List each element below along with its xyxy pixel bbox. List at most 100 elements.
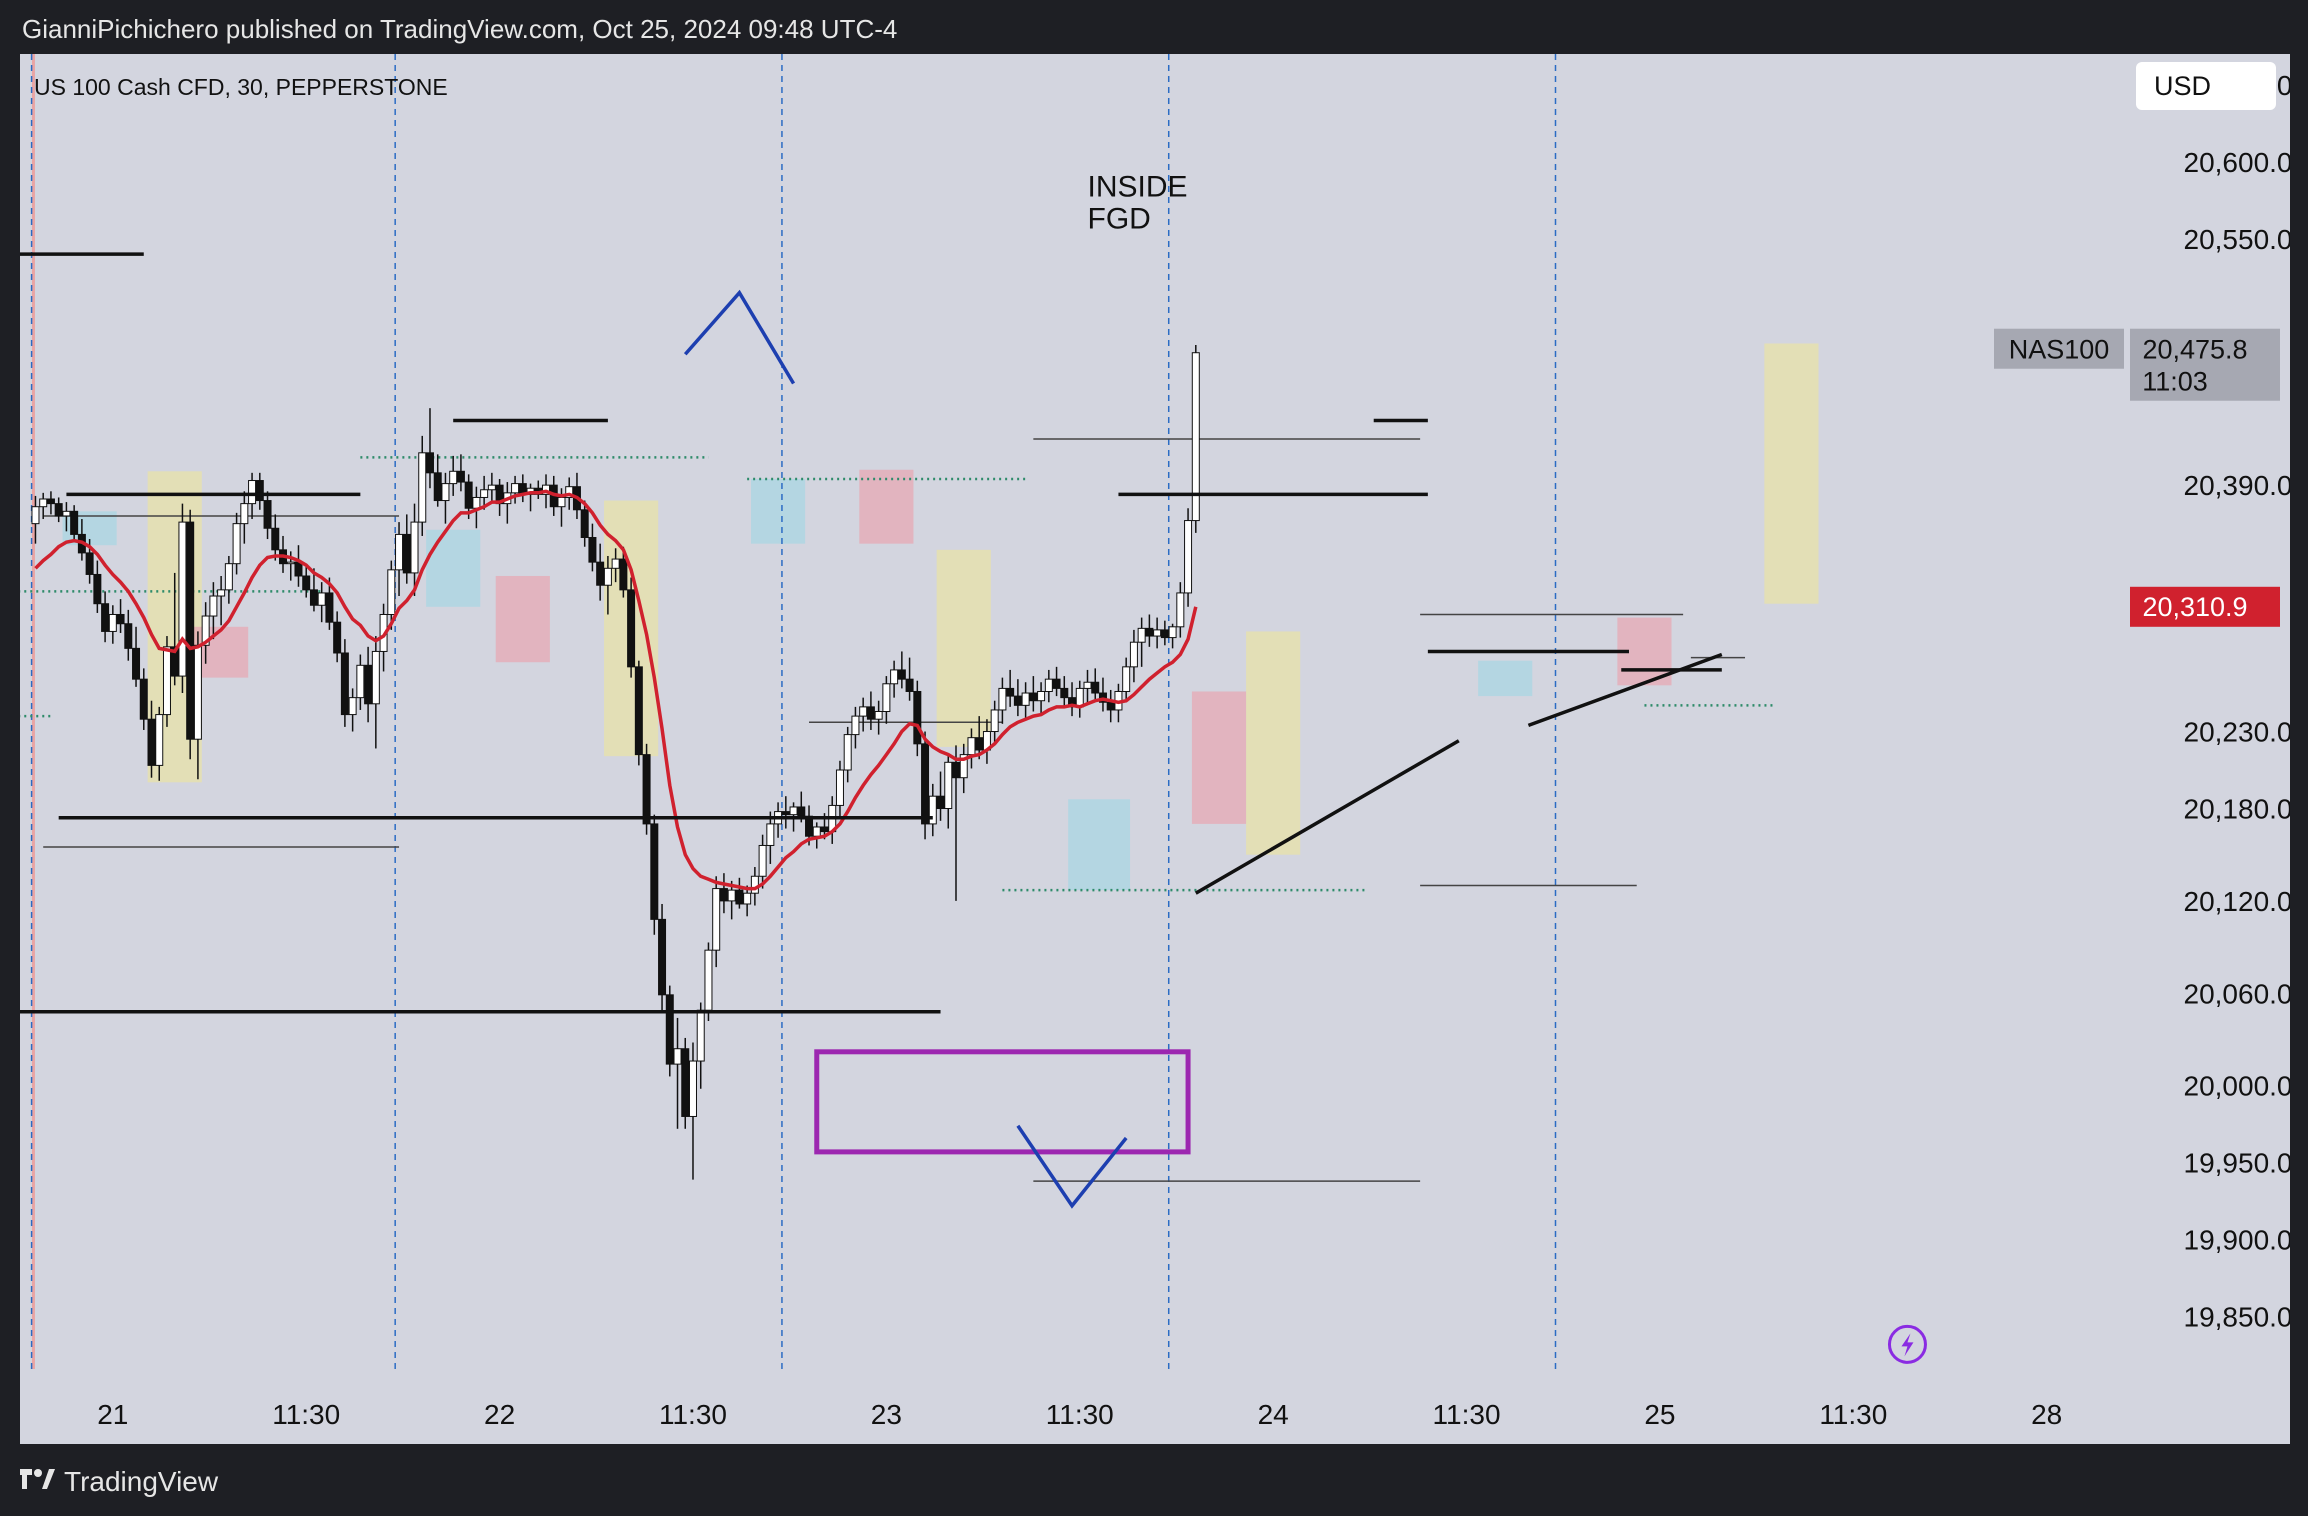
x-tick-label: 11:30	[1046, 1399, 1114, 1430]
highlight-box	[1478, 660, 1533, 697]
y-tick-label: 19,900.0	[2184, 1225, 2291, 1256]
candle-body	[387, 569, 396, 615]
candle-body	[959, 754, 968, 779]
candle-body	[101, 603, 110, 632]
candle-body	[232, 523, 241, 565]
candle-body	[511, 483, 520, 494]
candle-body	[750, 875, 759, 894]
candle-body	[967, 737, 976, 756]
highlight-box	[859, 469, 914, 544]
candle-body	[719, 888, 728, 902]
candle-body	[820, 826, 829, 833]
candle-body	[217, 589, 226, 597]
y-tick-label: 20,180.0	[2184, 794, 2291, 825]
candle-body	[688, 1060, 697, 1117]
candle-body	[1176, 592, 1185, 628]
candle-body	[425, 452, 434, 474]
candle-body	[658, 918, 667, 996]
ma-tag: 20,310.9	[2142, 592, 2247, 622]
highlight-box	[1068, 799, 1131, 891]
highlight-box	[936, 549, 991, 747]
candle-body	[1137, 627, 1146, 643]
symbol-tag-box	[1994, 328, 2124, 369]
x-tick-label: 11:30	[272, 1399, 340, 1430]
candle-body	[294, 561, 303, 577]
candle-body	[209, 595, 218, 617]
candle-body	[402, 533, 411, 574]
candle-body	[789, 806, 798, 816]
candle-body	[124, 623, 133, 649]
candle-body	[812, 826, 821, 837]
published-line: GianniPichichero published on TradingVie…	[22, 14, 898, 44]
tradingview-logo[interactable]: TradingView	[20, 1466, 218, 1498]
price-chart[interactable]: INSIDEFGD20,650.020,600.020,550.020,390.…	[20, 54, 2290, 1444]
candle-body	[596, 561, 605, 586]
candle-body	[1044, 678, 1053, 692]
candle-body	[897, 669, 906, 680]
candle-body	[866, 706, 875, 720]
highlight-box	[751, 478, 806, 544]
candle-body	[758, 844, 767, 877]
candle-body	[1191, 352, 1200, 522]
candle-body	[1160, 629, 1169, 639]
candle-body	[1083, 681, 1092, 689]
candle-body	[913, 690, 922, 745]
candle-body	[348, 697, 357, 716]
swing-marker	[1016, 1124, 1128, 1209]
candle-body	[248, 480, 257, 505]
candle-body	[1021, 692, 1030, 706]
chart-frame[interactable]: INSIDEFGD20,650.020,600.020,550.020,390.…	[20, 54, 2290, 1444]
x-tick-label: 22	[484, 1399, 515, 1430]
candle-body	[905, 678, 914, 692]
currency-button[interactable]: USD	[2136, 62, 2276, 110]
highlight-box	[426, 529, 481, 607]
x-tick-label: 25	[1644, 1399, 1675, 1430]
candle-body	[441, 483, 450, 502]
candle-body	[743, 892, 752, 905]
candle-body	[921, 743, 930, 825]
x-tick-label: 28	[2031, 1399, 2062, 1430]
candle-body	[139, 678, 148, 720]
candle-body	[309, 589, 318, 606]
candle-body	[31, 506, 40, 525]
candle-body	[990, 709, 999, 733]
highlight-box	[1246, 631, 1301, 855]
candle-body	[193, 644, 202, 740]
candle-body	[201, 615, 210, 646]
candle-body	[224, 563, 233, 591]
x-tick-label: 11:30	[1819, 1399, 1887, 1430]
lightning-bolt-icon	[1901, 1333, 1914, 1357]
y-tick-label: 19,950.0	[2184, 1148, 2291, 1179]
candle-body	[704, 949, 713, 1011]
candle-body	[487, 484, 496, 491]
x-tick-label: 24	[1258, 1399, 1289, 1430]
candle-body	[882, 683, 891, 713]
trendline	[1194, 739, 1460, 895]
candle-body	[418, 452, 427, 523]
y-tick-label: 20,600.0	[2184, 147, 2291, 178]
lightning-icon	[1887, 1324, 1927, 1364]
candle-body	[874, 711, 883, 720]
candle-body	[186, 521, 195, 740]
candle-body	[1168, 626, 1177, 639]
candle-body	[395, 533, 404, 571]
candle-body	[665, 994, 674, 1065]
candle-body	[433, 472, 442, 502]
candle-body	[240, 503, 249, 525]
candle-body	[766, 823, 775, 846]
candle-body	[1006, 687, 1015, 697]
candle-body	[619, 558, 628, 591]
candle-body	[46, 498, 55, 505]
candle-body	[650, 823, 659, 920]
candle-body	[364, 664, 373, 705]
candle-body	[108, 613, 117, 632]
candle-body	[54, 503, 63, 517]
candle-body	[116, 613, 125, 625]
candle-body	[170, 646, 179, 677]
candle-body	[39, 498, 48, 508]
candle-body	[263, 500, 272, 529]
candle-body	[843, 734, 852, 771]
candle-body	[371, 650, 380, 705]
y-tick-label: 20,550.0	[2184, 224, 2291, 255]
candle-body	[255, 480, 264, 502]
